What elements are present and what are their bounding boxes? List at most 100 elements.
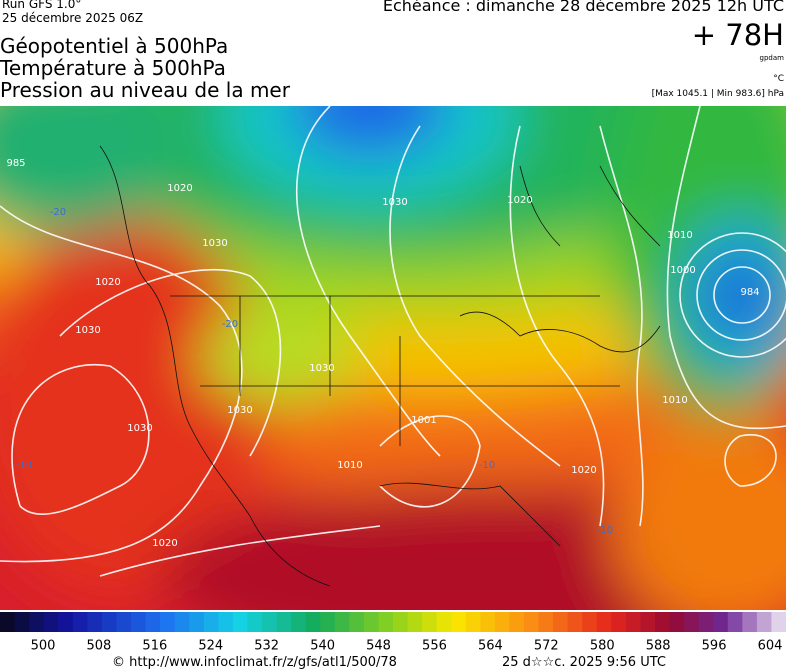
swatch bbox=[669, 612, 685, 632]
contour-label: -10 bbox=[597, 525, 613, 536]
source-url: © http://www.infoclimat.fr/z/gfs/atl1/50… bbox=[112, 655, 397, 670]
contour-label: 1001 bbox=[411, 415, 436, 426]
contour-label: -10 bbox=[16, 460, 32, 471]
contour-label: 1030 bbox=[75, 325, 100, 336]
swatch bbox=[625, 612, 641, 632]
field bbox=[0, 106, 786, 610]
colorbar-label: 572 bbox=[534, 639, 559, 654]
swatch bbox=[174, 612, 190, 632]
swatch bbox=[567, 612, 583, 632]
colorbar-labels: 500 508 516 524 532 540 548 556 564 572 580 588 596 6… bbox=[31, 639, 783, 654]
swatch bbox=[262, 612, 278, 632]
colorbar-label: 588 bbox=[646, 639, 671, 654]
title: Température à 500hPa bbox=[0, 56, 226, 80]
swatch bbox=[771, 612, 786, 632]
swatch bbox=[422, 612, 438, 632]
colorbar-label: 516 bbox=[142, 639, 167, 654]
contour-label: 1020 bbox=[95, 277, 120, 288]
swatch bbox=[582, 612, 598, 632]
swatch bbox=[727, 612, 743, 632]
unit: gpdam bbox=[759, 54, 784, 62]
swatch bbox=[160, 612, 176, 632]
contour-label: -20 bbox=[222, 319, 238, 330]
swatch bbox=[320, 612, 336, 632]
swatch bbox=[611, 612, 627, 632]
swatch bbox=[524, 612, 540, 632]
swatch bbox=[393, 612, 409, 632]
swatch bbox=[101, 612, 117, 632]
swatch bbox=[43, 612, 59, 632]
contour-label: 1010 bbox=[667, 230, 692, 241]
title: Pression au niveau de la mer bbox=[0, 78, 290, 102]
swatch bbox=[698, 612, 714, 632]
swatch bbox=[0, 612, 16, 632]
contour-label: 1010 bbox=[337, 460, 362, 471]
colorbar-label: 532 bbox=[254, 639, 279, 654]
contour-label: 1020 bbox=[152, 538, 177, 549]
contour-label: -20 bbox=[50, 207, 66, 218]
swatch bbox=[465, 612, 481, 632]
colorbar-label: 564 bbox=[478, 639, 503, 654]
contour-label: 1030 bbox=[382, 197, 407, 208]
swatch bbox=[640, 612, 656, 632]
swatch bbox=[218, 612, 234, 632]
swatch bbox=[232, 612, 248, 632]
swatch bbox=[742, 612, 758, 632]
swatch bbox=[58, 612, 74, 632]
swatch bbox=[378, 612, 394, 632]
run: Run GFS 1.0° bbox=[2, 0, 82, 11]
run-date: 25 décembre 2025 06Z bbox=[2, 11, 144, 25]
swatch bbox=[72, 612, 88, 632]
contour-label: 1030 bbox=[227, 405, 252, 416]
contour-label: 1020 bbox=[571, 465, 596, 476]
colorbar bbox=[0, 612, 786, 632]
contour-label: 985 bbox=[6, 158, 25, 169]
swatch bbox=[655, 612, 671, 632]
swatch bbox=[407, 612, 423, 632]
swatch bbox=[480, 612, 496, 632]
colorbar-label: 500 bbox=[31, 639, 56, 654]
echeance: Echéance : dimanche 28 décembre 2025 12h… bbox=[382, 0, 784, 15]
swatch bbox=[596, 612, 612, 632]
contour-label: 1030 bbox=[127, 423, 152, 434]
swatch bbox=[87, 612, 103, 632]
colorbar-label: 556 bbox=[422, 639, 447, 654]
swatch bbox=[509, 612, 525, 632]
contour-label: -10 bbox=[479, 460, 495, 471]
map: 985 -20 1020 1030 1020 1030 1030 -10 1020 1030 102… bbox=[0, 106, 786, 610]
colorbar-label: 524 bbox=[198, 639, 223, 654]
swatch bbox=[684, 612, 700, 632]
swatch bbox=[116, 612, 132, 632]
timestamp: 25 d☆☆c. 2025 9:56 UTC bbox=[502, 655, 666, 670]
swatch bbox=[538, 612, 554, 632]
colorbar-label: 548 bbox=[366, 639, 391, 654]
swatch bbox=[451, 612, 467, 632]
colorbar-label: 540 bbox=[310, 639, 335, 654]
lead-time: + 78H bbox=[691, 18, 784, 52]
swatch bbox=[291, 612, 307, 632]
contour-label: 1030 bbox=[309, 363, 334, 374]
swatch bbox=[189, 612, 205, 632]
swatch bbox=[713, 612, 729, 632]
colorbar-label: 604 bbox=[758, 639, 783, 654]
swatch bbox=[276, 612, 292, 632]
colorbar-label: 508 bbox=[87, 639, 112, 654]
swatch bbox=[305, 612, 321, 632]
contour-label: 1020 bbox=[507, 195, 532, 206]
contour-label: 1000 bbox=[670, 265, 695, 276]
swatch bbox=[14, 612, 30, 632]
swatch bbox=[436, 612, 452, 632]
swatch bbox=[247, 612, 263, 632]
pressure-range: [Max 1045.1 | Min 983.6] hPa bbox=[651, 89, 784, 99]
swatch bbox=[203, 612, 219, 632]
title: Géopotentiel à 500hPa bbox=[0, 34, 229, 58]
swatch bbox=[334, 612, 350, 632]
unit: °C bbox=[773, 74, 784, 84]
colorbar-label: 596 bbox=[702, 639, 727, 654]
swatch bbox=[131, 612, 147, 632]
swatch bbox=[553, 612, 569, 632]
swatch bbox=[29, 612, 45, 632]
swatch bbox=[145, 612, 161, 632]
colorbar-label: 580 bbox=[590, 639, 615, 654]
